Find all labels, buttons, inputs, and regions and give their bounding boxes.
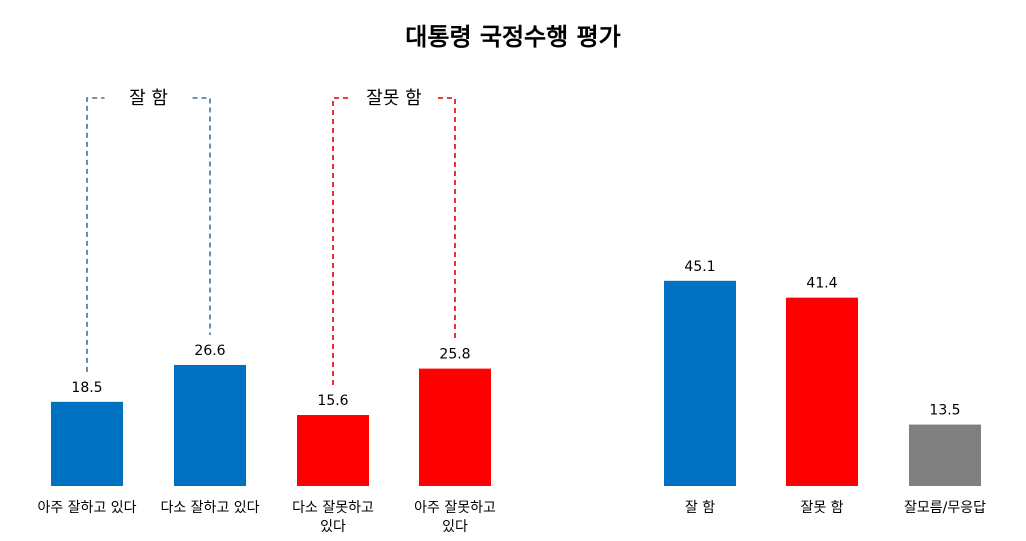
detail-category-label: 다소 잘못하고 (292, 500, 374, 516)
detail-category-label: 다소 잘하고 있다 (160, 500, 259, 516)
group-label: 잘 함 (129, 88, 168, 109)
detail-value-label: 15.6 (317, 393, 348, 409)
detail-value-label: 26.6 (194, 343, 225, 359)
detail-bar (51, 401, 123, 486)
detail-bar (297, 415, 369, 486)
summary-bar (664, 280, 736, 486)
summary-category-label: 잘 함 (685, 500, 715, 516)
summary-value-label: 45.1 (684, 259, 715, 275)
group-bracket (332, 97, 456, 386)
detail-bar (419, 368, 491, 486)
summary-bar (786, 297, 858, 486)
summary-category-label: 잘못 함 (800, 500, 843, 516)
detail-category-label: 아주 잘하고 있다 (37, 500, 136, 516)
summary-value-label: 41.4 (806, 276, 837, 292)
detail-value-label: 25.8 (439, 347, 470, 363)
detail-category-label: 있다 (442, 519, 468, 535)
detail-category-label: 아주 잘못하고 (414, 500, 496, 516)
summary-bar (909, 424, 981, 486)
summary-category-label: 잘모름/무응답 (904, 500, 986, 516)
chart-title: 대통령 국정수행 평가 (405, 23, 620, 51)
detail-category-label: 있다 (320, 519, 346, 535)
summary-value-label: 13.5 (929, 403, 960, 419)
detail-value-label: 18.5 (71, 380, 102, 396)
group-bracket (86, 97, 211, 372)
detail-bar (174, 364, 246, 486)
group-label: 잘못 함 (366, 88, 421, 109)
